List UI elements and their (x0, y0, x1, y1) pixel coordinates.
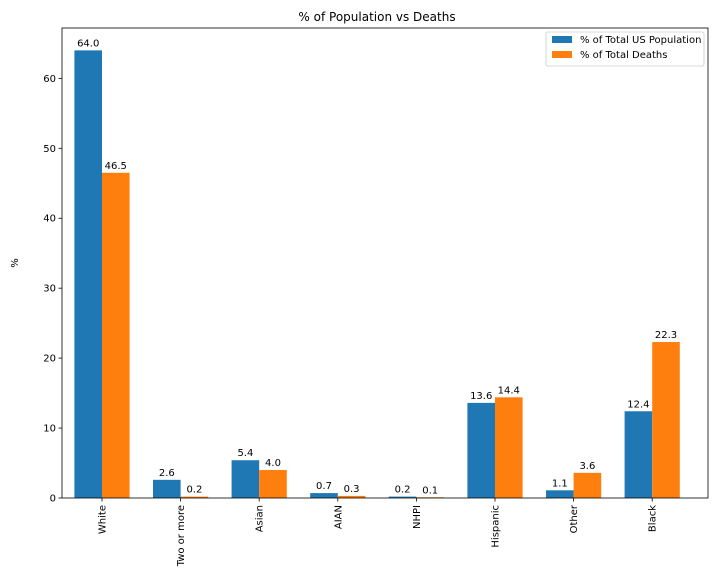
bar-1-hispanic (495, 397, 523, 498)
value-label-0-5: 13.6 (470, 391, 492, 402)
bar-0-black (624, 411, 653, 498)
legend-label-1: % of Total Deaths (580, 50, 667, 61)
bar-1-aian (337, 495, 366, 498)
legend-swatch-1 (552, 51, 572, 58)
chart-title: % of Population vs Deaths (298, 10, 455, 24)
y-axis-label: % (10, 258, 21, 268)
value-label-1-5: 14.4 (498, 385, 520, 396)
bar-series (74, 50, 680, 498)
y-tick-label-3: 30 (43, 284, 56, 295)
legend-label-0: % of Total US Population (580, 35, 701, 46)
value-label-1-3: 0.3 (344, 484, 360, 495)
bar-1-white (102, 172, 130, 498)
value-label-1-1: 0.2 (186, 485, 202, 496)
x-tick-label-2: Asian (255, 505, 266, 532)
value-labels: 64.0 46.5 2.6 0.2 5.4 4.0 0.7 0.3 0.2 0.1 13.6 14.4… (77, 38, 677, 496)
y-tick-label-4: 40 (43, 214, 56, 225)
legend-swatch-0 (552, 36, 572, 43)
bar-1-black (652, 342, 680, 498)
y-tick-label-6: 60 (43, 74, 56, 85)
bar-0-white (74, 50, 102, 498)
y-tick-label-0: 0 (50, 494, 56, 505)
x-tick-label-6: Other (569, 504, 580, 533)
legend: % of Total US Population % of Total Death… (545, 31, 705, 67)
value-label-0-6: 1.1 (552, 478, 568, 489)
x-tick-label-1: Two or more (176, 505, 187, 567)
plot-frame (61, 27, 709, 499)
value-label-1-2: 4.0 (265, 458, 281, 469)
bar-0-two-or-more (153, 479, 181, 498)
x-tick-label-4: NHPI (412, 505, 423, 529)
x-tick-label-7: Black (648, 505, 659, 532)
value-label-0-3: 0.7 (316, 481, 332, 492)
y-tick-label-1: 10 (43, 424, 56, 435)
x-tick-label-3: AIAN (333, 505, 344, 529)
value-label-0-2: 5.4 (237, 448, 253, 459)
bar-0-hispanic (467, 402, 495, 498)
value-label-0-4: 0.2 (395, 485, 411, 496)
legend-box (545, 31, 705, 67)
bar-0-nhpi (388, 496, 417, 498)
y-axis-ticks: 0 10 20 30 40 50 60 (43, 74, 62, 505)
x-tick-label-5: Hispanic (491, 505, 502, 548)
value-label-0-1: 2.6 (159, 468, 175, 479)
value-label-1-6: 3.6 (579, 461, 595, 472)
bar-1-two-or-more (180, 496, 209, 498)
bar-1-asian (259, 470, 287, 498)
y-tick-label-5: 50 (43, 144, 56, 155)
value-label-1-4: 0.1 (422, 485, 438, 496)
value-label-0-7: 12.4 (627, 399, 649, 410)
bar-0-aian (310, 493, 338, 498)
bar-1-other (573, 472, 602, 498)
value-label-1-7: 22.3 (655, 330, 677, 341)
value-label-1-0: 46.5 (105, 161, 127, 172)
bar-0-asian (231, 460, 260, 498)
value-label-0-0: 64.0 (77, 38, 99, 49)
y-tick-label-2: 20 (43, 354, 56, 365)
bar-0-other (546, 490, 574, 498)
x-tick-label-0: White (98, 505, 109, 534)
x-axis-ticks: White Two or more Asian AIAN NHPI Hispanic Oth… (98, 498, 659, 567)
